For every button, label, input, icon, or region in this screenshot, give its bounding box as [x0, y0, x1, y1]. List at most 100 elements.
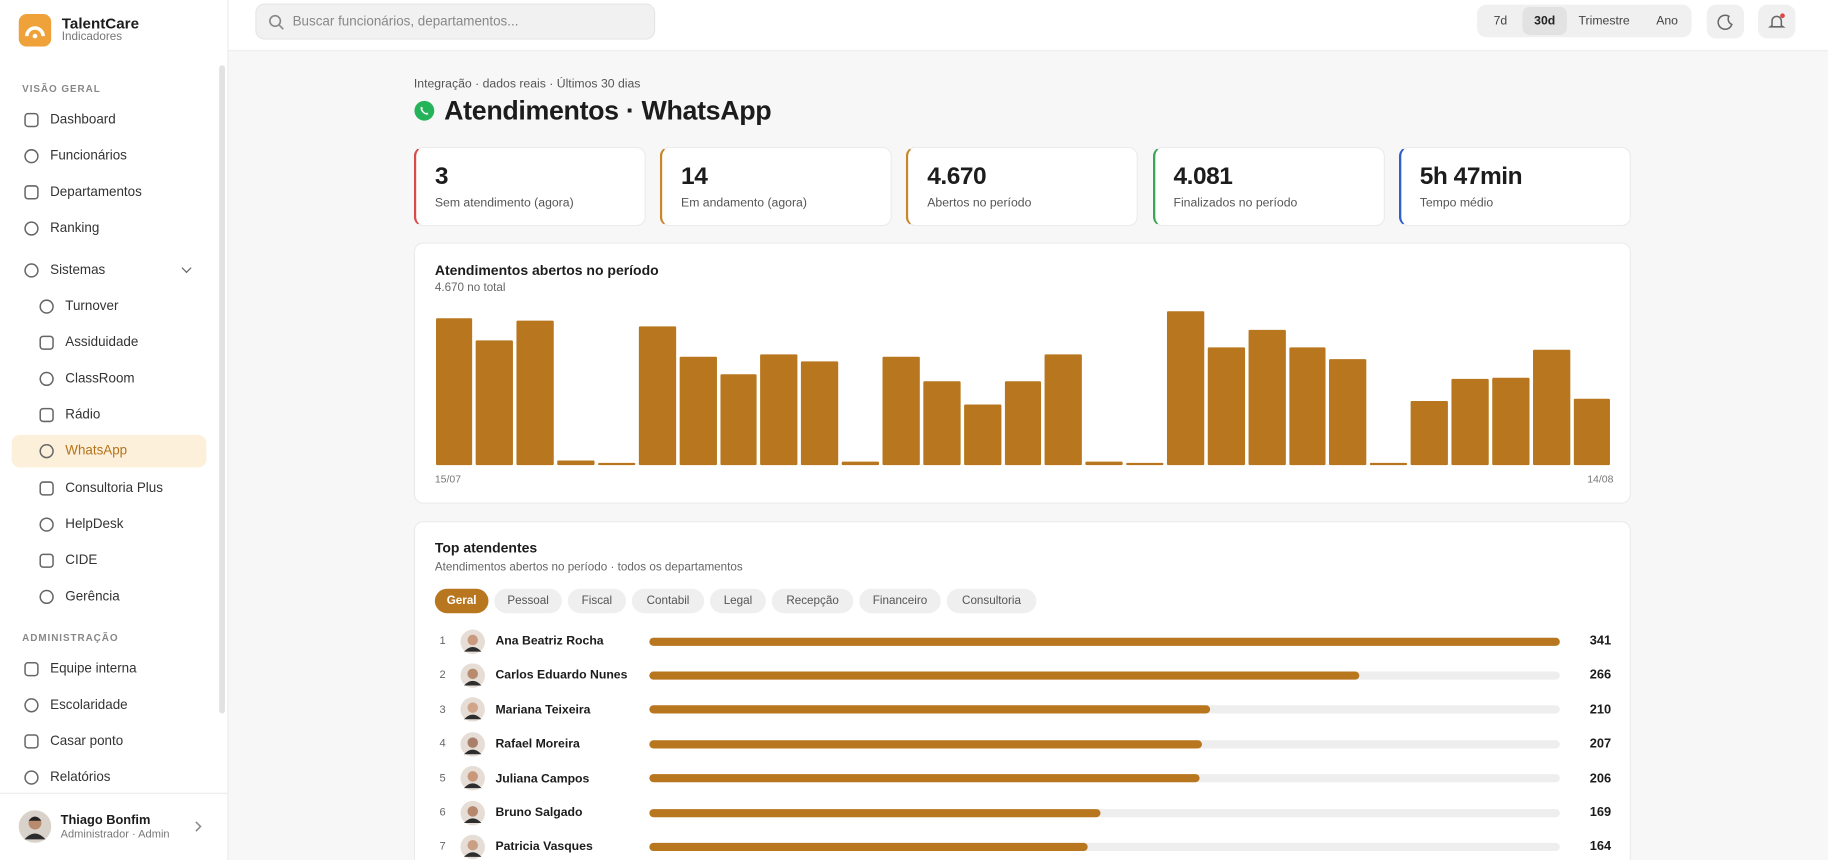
rank: 7 [439, 840, 446, 854]
agent-name[interactable]: Juliana Campos [495, 771, 590, 786]
icon-shape [39, 335, 54, 351]
bar [649, 739, 1203, 749]
filter-tab[interactable]: Geral [434, 588, 489, 614]
bar [1410, 401, 1448, 466]
value-label: 169 [1589, 805, 1612, 820]
period-button[interactable]: Ano [1656, 13, 1678, 28]
filter-tab[interactable]: Recepção [771, 588, 854, 614]
nav-item[interactable]: Escolaridade [50, 698, 128, 713]
kpi-card: 5h 47min Tempo médio [1398, 146, 1631, 227]
bar [649, 671, 1360, 680]
nav-icon [24, 698, 39, 713]
avatar-body [463, 783, 482, 789]
agent-name[interactable]: Patricia Vasques [495, 839, 593, 854]
nav-icon [39, 299, 54, 314]
bar-track [649, 842, 1560, 851]
period-button[interactable]: Trimestre [1578, 13, 1630, 28]
avatar-face [467, 634, 478, 645]
agent-name[interactable]: Ana Beatriz Rocha [495, 634, 604, 649]
nav-item[interactable]: HelpDesk [65, 517, 124, 532]
avatar [460, 834, 485, 860]
search-box[interactable]: Buscar funcionários, departamentos... [255, 3, 656, 40]
kpi-label: Sem atendimento (agora) [434, 195, 574, 210]
agent-name[interactable]: Carlos Eduardo Nunes [495, 668, 628, 683]
bar-chart: 15/07 14/08 [415, 244, 1632, 505]
avatar-body [463, 852, 482, 857]
bar [679, 356, 717, 466]
bar [882, 356, 920, 466]
bar [1126, 463, 1164, 466]
value-label: 266 [1589, 668, 1612, 683]
bar [476, 340, 514, 466]
kpi-label: Tempo médio [1419, 195, 1494, 210]
nav-item[interactable]: Casar ponto [50, 734, 124, 749]
notifications-button[interactable] [1758, 4, 1796, 39]
bar [516, 320, 554, 466]
brand-name: TalentCare [61, 14, 140, 33]
value-label: 341 [1589, 634, 1612, 649]
filter-tab[interactable]: Contabil [631, 588, 705, 614]
nav-item[interactable]: Ranking [50, 221, 100, 236]
agent-name[interactable]: Bruno Salgado [495, 805, 583, 820]
nav-item[interactable]: Funcionários [50, 149, 127, 164]
icon-shape [24, 734, 39, 749]
bar [923, 381, 961, 466]
agent-name[interactable]: Rafael Moreira [495, 737, 580, 751]
bar [649, 842, 1088, 851]
scrollbar [219, 65, 225, 714]
chevron [181, 263, 192, 274]
user-avatar[interactable] [18, 810, 52, 843]
nav-group[interactable]: Sistemas [50, 263, 106, 278]
period-button[interactable]: 7d [1493, 13, 1508, 28]
nav-item[interactable]: ClassRoom [65, 372, 135, 387]
icon-shape [24, 112, 39, 128]
filter-tab[interactable]: Fiscal [567, 588, 627, 614]
moon-icon [1717, 14, 1733, 30]
nav-icon [39, 408, 54, 423]
bar [1492, 377, 1530, 466]
nav-icon [24, 112, 39, 128]
x-tick-label: 15/07 [434, 473, 462, 485]
user-name[interactable]: Thiago Bonfim [60, 813, 151, 828]
nav-item[interactable]: WhatsApp [65, 444, 128, 459]
rank: 1 [439, 634, 446, 648]
nav-icon [39, 371, 54, 387]
value-label: 206 [1589, 771, 1612, 786]
agent-name[interactable]: Mariana Teixeira [495, 702, 591, 717]
bar [638, 326, 676, 466]
icon-shape [39, 516, 54, 532]
nav-item[interactable]: Turnover [65, 299, 119, 314]
rank: 3 [439, 703, 446, 717]
nav-item[interactable]: Departamentos [50, 185, 142, 200]
filter-tab[interactable]: Legal [709, 588, 766, 614]
filter-tab[interactable]: Consultoria [946, 588, 1037, 614]
nav-item[interactable]: Gerência [65, 589, 120, 604]
avatar-face [467, 771, 478, 782]
nav-item[interactable]: Rádio [65, 408, 101, 423]
icon-shape [39, 371, 54, 387]
icon-shape [24, 263, 39, 278]
nav-icon [39, 589, 54, 604]
theme-button[interactable] [1706, 4, 1745, 39]
bar [1451, 378, 1489, 466]
rank: 4 [439, 737, 446, 751]
nav-item[interactable]: Equipe interna [50, 662, 137, 677]
nav-item[interactable]: Consultoria Plus [65, 480, 163, 495]
avatar [460, 697, 485, 722]
avatar [460, 663, 485, 688]
nav-item[interactable]: Relatórios [50, 770, 111, 785]
bar [760, 354, 798, 466]
search-icon [269, 14, 284, 30]
nav-item[interactable]: Assiduidade [65, 335, 139, 350]
kpi-card: 4.670 Abertos no período [906, 146, 1139, 227]
nav-item[interactable]: Dashboard [50, 113, 116, 128]
nav-icon [39, 480, 54, 496]
bar [963, 404, 1001, 466]
nav-item[interactable]: CIDE [65, 553, 98, 568]
bar [557, 460, 595, 466]
filter-tab[interactable]: Financeiro [859, 588, 941, 614]
filter-tab[interactable]: Pessoal [494, 588, 562, 614]
kpi-label: Abertos no período [927, 195, 1032, 210]
kpi-value: 4.670 [927, 163, 987, 191]
period-button[interactable]: 30d [1522, 6, 1567, 35]
